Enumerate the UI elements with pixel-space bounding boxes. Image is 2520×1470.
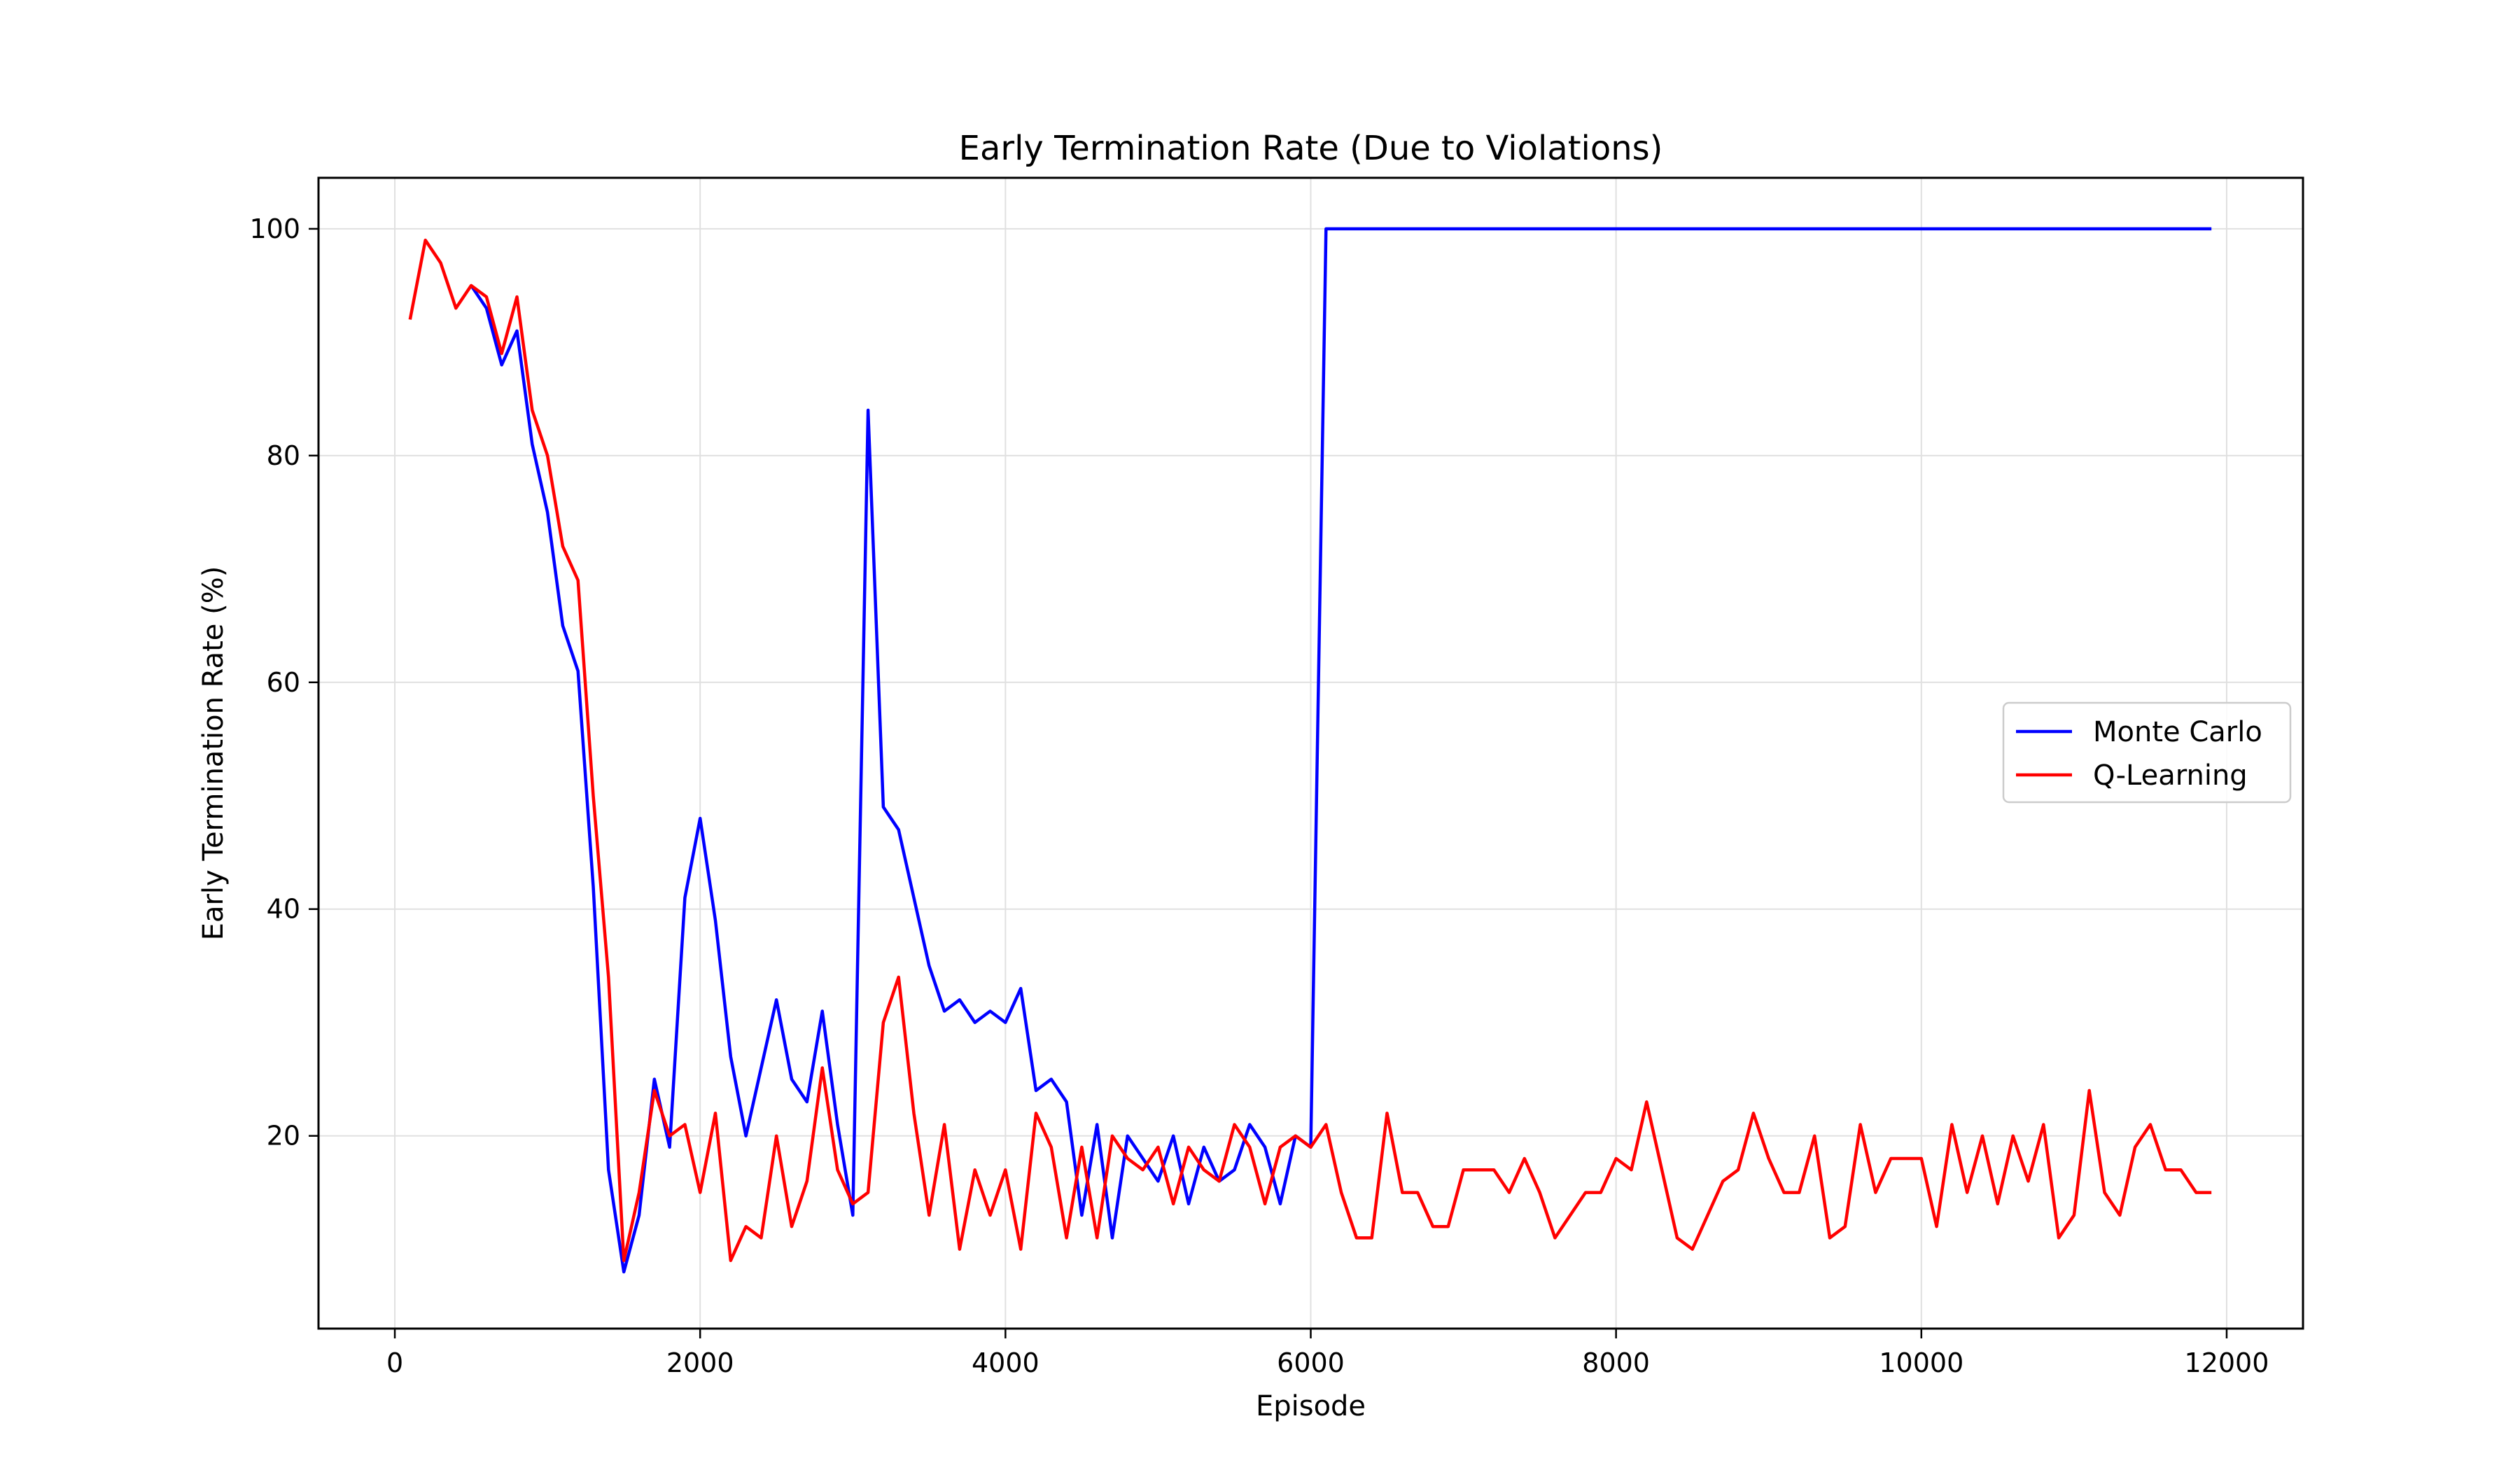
legend-label: Q-Learning [2093, 760, 2248, 792]
x-tick-label: 4000 [972, 1348, 1040, 1378]
legend: Monte Carlo Q-Learning [2002, 701, 2292, 804]
x-axis-ticks: 0 2000 4000 6000 8000 10000 12000 [386, 1329, 2269, 1378]
x-tick-label: 10000 [1879, 1348, 1963, 1378]
x-tick-label: 12000 [2185, 1348, 2269, 1378]
x-tick-label: 8000 [1582, 1348, 1650, 1378]
legend-label: Monte Carlo [2093, 716, 2262, 748]
y-axis-label: Early Termination Rate (%) [197, 566, 230, 941]
x-tick-label: 0 [386, 1348, 403, 1378]
series-line-q-learning [408, 238, 2212, 1263]
x-tick-label: 2000 [666, 1348, 734, 1378]
y-tick-label: 100 [249, 214, 300, 244]
series-line-monte-carlo [470, 227, 2212, 1274]
x-axis-label: Episode [1256, 1390, 1366, 1422]
y-tick-label: 40 [267, 894, 300, 925]
y-tick-label: 80 [267, 440, 300, 471]
series-layer [408, 227, 2212, 1274]
legend-box [2002, 701, 2292, 804]
y-tick-label: 60 [267, 667, 300, 698]
y-axis-ticks: 20 40 60 80 100 [249, 214, 318, 1152]
y-tick-label: 20 [267, 1121, 300, 1152]
x-tick-label: 6000 [1277, 1348, 1345, 1378]
chart-title: Early Termination Rate (Due to Violation… [959, 129, 1663, 168]
